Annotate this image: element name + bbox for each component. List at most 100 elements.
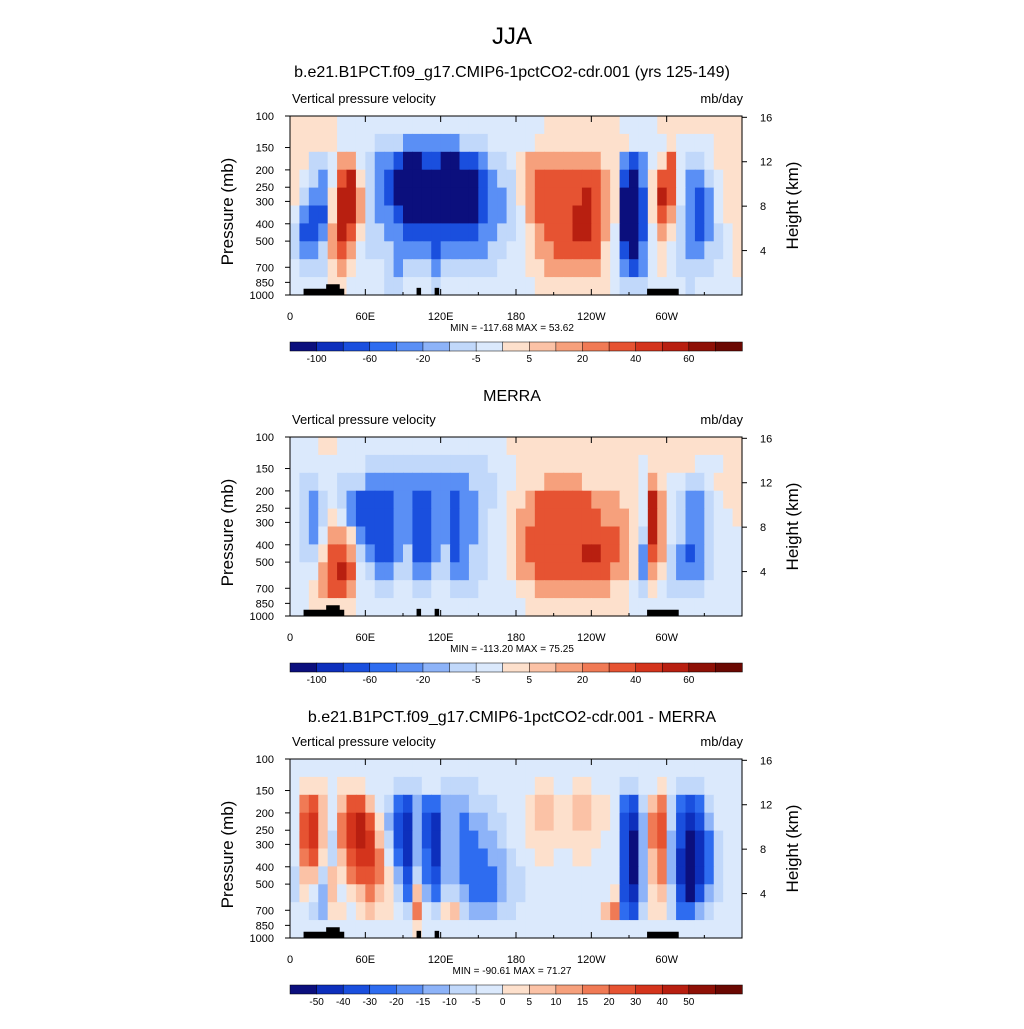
heatmap-cell xyxy=(299,437,310,456)
heatmap-cell xyxy=(563,902,574,921)
heatmap-cell xyxy=(497,580,508,599)
y-right-tick-label: 12 xyxy=(760,800,772,812)
heatmap-cell xyxy=(440,544,451,563)
y-right-tick-label: 16 xyxy=(760,112,772,124)
heatmap-cell xyxy=(581,437,592,456)
heatmap-cell xyxy=(468,472,479,492)
heatmap-cell xyxy=(581,794,592,814)
heatmap-cell xyxy=(497,223,508,242)
heatmap-cell xyxy=(384,526,395,545)
heatmap-cell xyxy=(572,902,583,921)
colorbar-swatch xyxy=(661,984,690,995)
heatmap-cell xyxy=(713,920,724,939)
heatmap-cell xyxy=(704,151,715,171)
heatmap-cell xyxy=(638,812,649,832)
heatmap-cell xyxy=(403,454,414,474)
heatmap-cell xyxy=(610,866,621,885)
heatmap-cell xyxy=(676,133,687,153)
heatmap-cell xyxy=(723,830,734,850)
heatmap-cell xyxy=(713,151,724,171)
min-max-stats: MIN = -117.68 MAX = 53.62 xyxy=(450,323,574,334)
heatmap-cell xyxy=(544,205,555,224)
heatmap-cell xyxy=(440,848,451,867)
heatmap-cell xyxy=(591,580,602,599)
heatmap-cell xyxy=(450,508,461,528)
heatmap-cell xyxy=(638,598,649,617)
heatmap-cell xyxy=(581,133,592,153)
heatmap-cell xyxy=(468,526,479,545)
heatmap-cell xyxy=(732,205,743,224)
heatmap-cell xyxy=(563,776,574,796)
heatmap-cell xyxy=(581,277,592,296)
heatmap-cell xyxy=(638,454,649,474)
heatmap-cell xyxy=(534,437,545,456)
heatmap-cell xyxy=(337,866,348,885)
heatmap-cell xyxy=(638,169,649,189)
heatmap-cell xyxy=(657,116,668,135)
heatmap-cell xyxy=(450,830,461,850)
y-tick-label: 500 xyxy=(256,236,274,248)
heatmap-cell xyxy=(450,205,461,224)
heatmap-cell xyxy=(468,812,479,832)
terrain-mask xyxy=(647,931,679,938)
terrain-mask xyxy=(326,605,340,616)
heatmap-cell xyxy=(346,169,357,189)
heatmap-cell xyxy=(450,133,461,153)
heatmap-cell xyxy=(572,920,583,939)
heatmap-cell xyxy=(581,776,592,796)
heatmap-cell xyxy=(308,920,319,939)
heatmap-cell xyxy=(506,848,517,867)
heatmap-cell xyxy=(421,151,432,171)
heatmap-cell xyxy=(666,526,677,545)
variable-label: Vertical pressure velocity xyxy=(292,734,436,749)
heatmap-cell xyxy=(723,580,734,599)
heatmap-cell xyxy=(440,241,451,260)
heatmap-cell xyxy=(732,812,743,832)
y-right-tick-label: 8 xyxy=(760,844,766,856)
heatmap-cell xyxy=(676,508,687,528)
heatmap-cell xyxy=(374,116,385,135)
y-right-axis-label: Height (km) xyxy=(783,162,802,250)
heatmap-cell xyxy=(393,526,404,545)
heatmap-cell xyxy=(525,223,536,242)
heatmap-cell xyxy=(440,454,451,474)
heatmap-cell xyxy=(337,116,348,135)
colorbar: -50 -40 -30 -20 -15 -10 -5 0 5 10 15 20 30 40 50 xyxy=(289,984,743,1008)
heatmap-cell xyxy=(647,490,658,510)
heatmap-cell xyxy=(346,830,357,850)
heatmap-cell xyxy=(657,490,668,510)
heatmap-cell xyxy=(676,562,687,581)
heatmap-cell xyxy=(393,277,404,296)
heatmap-cell xyxy=(647,794,658,814)
heatmap-cell xyxy=(723,241,734,260)
heatmap-cell xyxy=(534,848,545,867)
heatmap-cell xyxy=(327,902,338,921)
heatmap-cell xyxy=(525,562,536,581)
heatmap-cell xyxy=(534,223,545,242)
heatmap-cell xyxy=(459,884,470,903)
heatmap-cell xyxy=(713,866,724,885)
heatmap-cell xyxy=(647,241,658,260)
heatmap-cell xyxy=(412,544,423,563)
heatmap-cell xyxy=(581,884,592,903)
heatmap-cell xyxy=(610,472,621,492)
heatmap-cell xyxy=(619,116,630,135)
heatmap-cell xyxy=(704,259,715,278)
heatmap-cell xyxy=(506,151,517,171)
heatmap-cell xyxy=(337,241,348,260)
heatmap-cell xyxy=(525,759,536,778)
heatmap-cell xyxy=(638,133,649,153)
colorbar-label: 0 xyxy=(500,997,506,1008)
heatmap-cell xyxy=(563,169,574,189)
colorbar-swatch xyxy=(342,341,371,352)
heatmap-cell xyxy=(600,169,611,189)
heatmap-cell xyxy=(704,169,715,189)
heatmap-cell xyxy=(365,437,376,456)
heatmap-cell xyxy=(638,437,649,456)
heatmap-cell xyxy=(355,812,366,832)
x-tick-label: 0 xyxy=(287,311,293,323)
heatmap-cell xyxy=(431,812,442,832)
heatmap-cell xyxy=(525,794,536,814)
heatmap-cell xyxy=(450,169,461,189)
